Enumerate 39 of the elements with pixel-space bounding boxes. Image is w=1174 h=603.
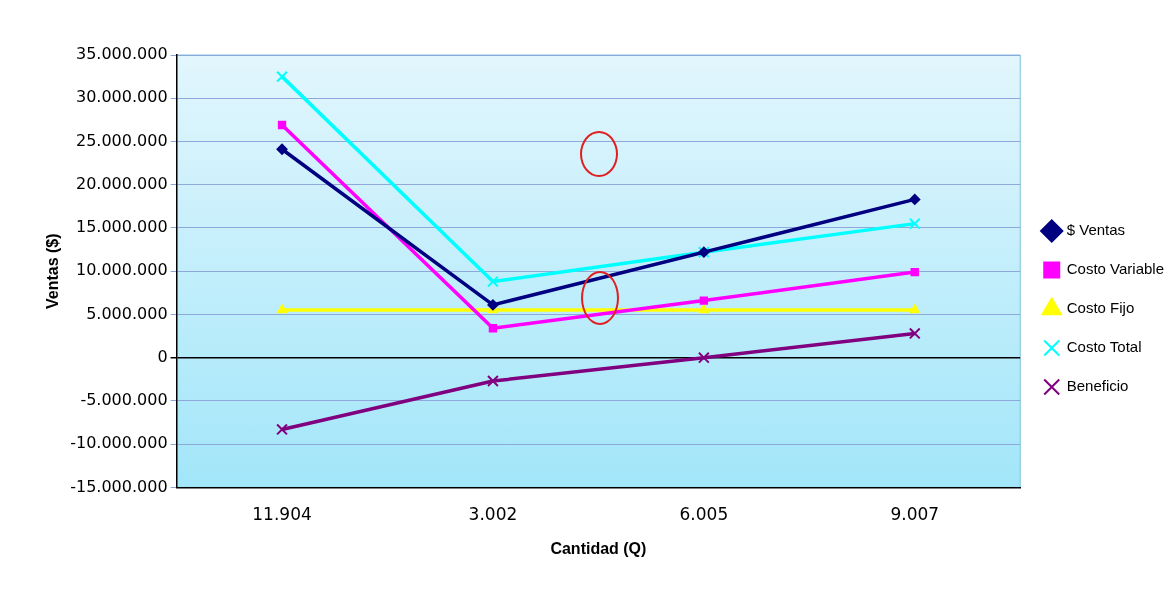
legend-label: Costo Total xyxy=(1066,338,1142,356)
x-tick-label: 11.904 xyxy=(252,504,312,525)
y-tick-label: 35.000.000 xyxy=(75,44,168,64)
point xyxy=(487,375,499,387)
point xyxy=(908,217,921,230)
point xyxy=(276,70,288,83)
point xyxy=(276,423,288,436)
x-axis-title: Cantidad (Q) xyxy=(550,539,647,557)
y-tick-label: 15.000.000 xyxy=(75,217,168,237)
x-tick-label: 9.007 xyxy=(890,504,940,525)
y-tick-label: -10.000.000 xyxy=(70,433,168,453)
legend-label: $ Ventas xyxy=(1066,221,1126,239)
y-tick-label: 10.000.000 xyxy=(75,260,168,280)
point xyxy=(277,304,287,314)
point xyxy=(487,275,499,288)
point xyxy=(908,327,921,340)
y-tick-label: 30.000.000 xyxy=(75,87,168,107)
legend-label: Costo Fijo xyxy=(1066,299,1135,317)
point xyxy=(488,324,498,333)
point xyxy=(277,120,287,130)
point xyxy=(697,351,710,364)
point xyxy=(276,143,288,155)
y-tick-label: 25.000.000 xyxy=(75,130,168,150)
y-tick-label: 0 xyxy=(157,346,168,366)
point xyxy=(698,304,709,314)
point xyxy=(910,267,919,277)
y-tick-label: -5.000.000 xyxy=(80,390,168,410)
y-tick-label: 20.000.000 xyxy=(75,173,168,193)
point xyxy=(487,299,499,311)
legend-label: Beneficio xyxy=(1066,377,1129,395)
y-tick-label: 5.000.000 xyxy=(86,303,168,323)
legend-label: Costo Variable xyxy=(1066,260,1165,278)
point xyxy=(699,296,709,305)
point xyxy=(909,193,921,205)
y-axis-title: Ventas ($) xyxy=(44,233,62,309)
point xyxy=(909,304,920,314)
x-tick-label: 6.005 xyxy=(679,504,729,525)
x-tick-label: 3.002 xyxy=(468,504,518,525)
y-tick-label: -15.000.000 xyxy=(70,476,168,496)
